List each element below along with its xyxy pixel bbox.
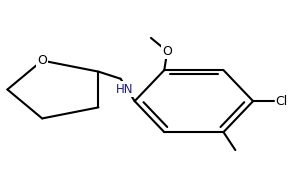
Text: O: O [37,54,47,67]
Text: HN: HN [116,83,133,96]
Text: O: O [162,45,172,58]
Text: Cl: Cl [275,95,287,108]
